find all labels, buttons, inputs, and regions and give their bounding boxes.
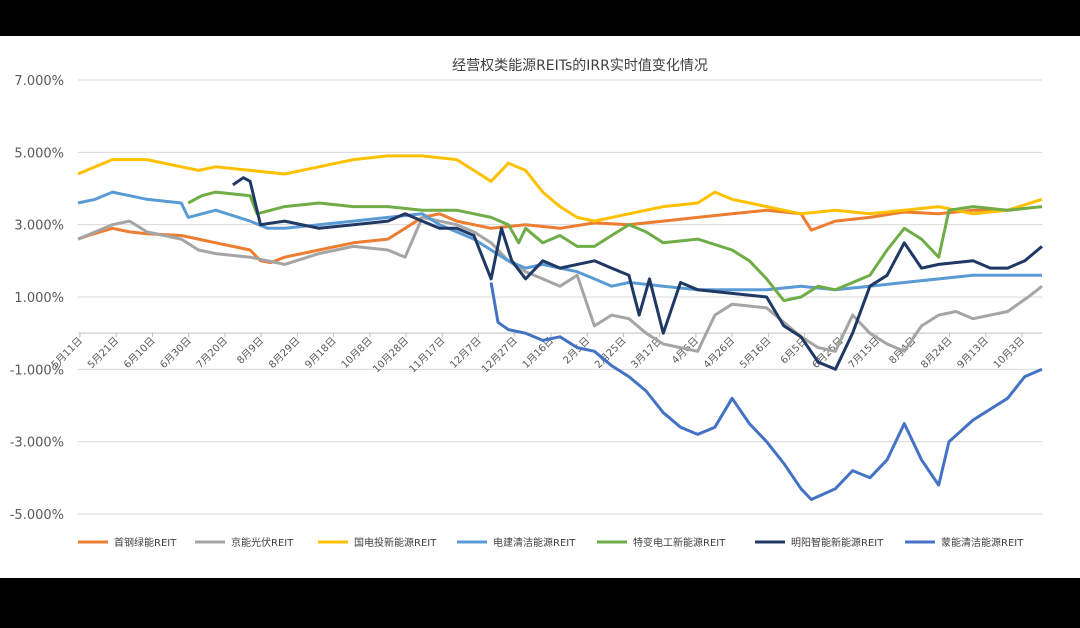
gridlines	[78, 79, 1042, 515]
legend-label: 电建清洁能源REIT	[493, 536, 576, 549]
x-tick-label: 8月9日	[235, 335, 267, 367]
legend-label: 首钢绿能REIT	[114, 536, 177, 549]
series-line-6	[489, 282, 1043, 501]
legend-label: 蒙能清洁能源REIT	[941, 536, 1024, 549]
series-lines	[77, 154, 1043, 501]
x-tick-label: 5月16日	[737, 335, 773, 371]
x-tick-label: 5月11日	[49, 335, 85, 371]
x-tick-label: 4月26日	[701, 335, 737, 371]
y-tick-label: 7.000%	[14, 74, 64, 89]
legend: 首钢绿能REIT 京能光伏REIT 国电投新能源REIT 电建清洁能源REIT 特变电工…	[78, 536, 1024, 549]
x-tick-label: 8月29日	[266, 335, 302, 371]
legend-label: 国电投新能源REIT	[354, 536, 437, 549]
y-tick-label: 3.000%	[14, 219, 64, 234]
chart-area: 经营权类能源REITs的IRR实时值变化情况 7.000% 5.000% 3.000…	[0, 36, 1080, 578]
y-tick-label: 5.000%	[14, 146, 64, 161]
legend-label: 京能光伏REIT	[231, 536, 294, 549]
x-tick-label: 12月7日	[448, 335, 484, 371]
x-tick-label: 10月8日	[339, 335, 375, 371]
series-line-0	[77, 206, 1025, 265]
legend-label: 明阳智能新能源REIT	[791, 536, 884, 549]
x-tick-label: 5月21日	[85, 335, 121, 371]
y-tick-label: -5.000%	[10, 508, 64, 523]
y-tick-label: -3.000%	[10, 436, 64, 451]
y-axis-ticks: 7.000% 5.000% 3.000% 1.000% -1.000% -3.000% -5…	[10, 74, 64, 523]
line-chart: 经营权类能源REITs的IRR实时值变化情况 7.000% 5.000% 3.000…	[10, 58, 1043, 549]
x-tick-label: 7月20日	[194, 335, 230, 371]
chart-title: 经营权类能源REITs的IRR实时值变化情况	[452, 58, 708, 74]
x-tick-label: 6月10日	[121, 335, 157, 371]
legend-label: 特变电工新能源REIT	[633, 536, 726, 549]
series-line-5	[232, 176, 1043, 371]
x-tick-label: 9月18日	[303, 335, 339, 371]
y-tick-label: 1.000%	[14, 291, 64, 306]
x-tick-label: 8月24日	[919, 335, 955, 371]
series-line-4	[187, 190, 1043, 303]
x-tick-label: 6月30日	[158, 335, 194, 371]
x-tick-label: 10月3日	[991, 335, 1027, 371]
series-line-1	[77, 215, 1043, 353]
x-tick-label: 7月15日	[846, 335, 882, 371]
y-tick-label: -1.000%	[10, 363, 64, 378]
x-tick-label: 9月13日	[955, 335, 991, 371]
series-line-2	[77, 154, 1043, 223]
